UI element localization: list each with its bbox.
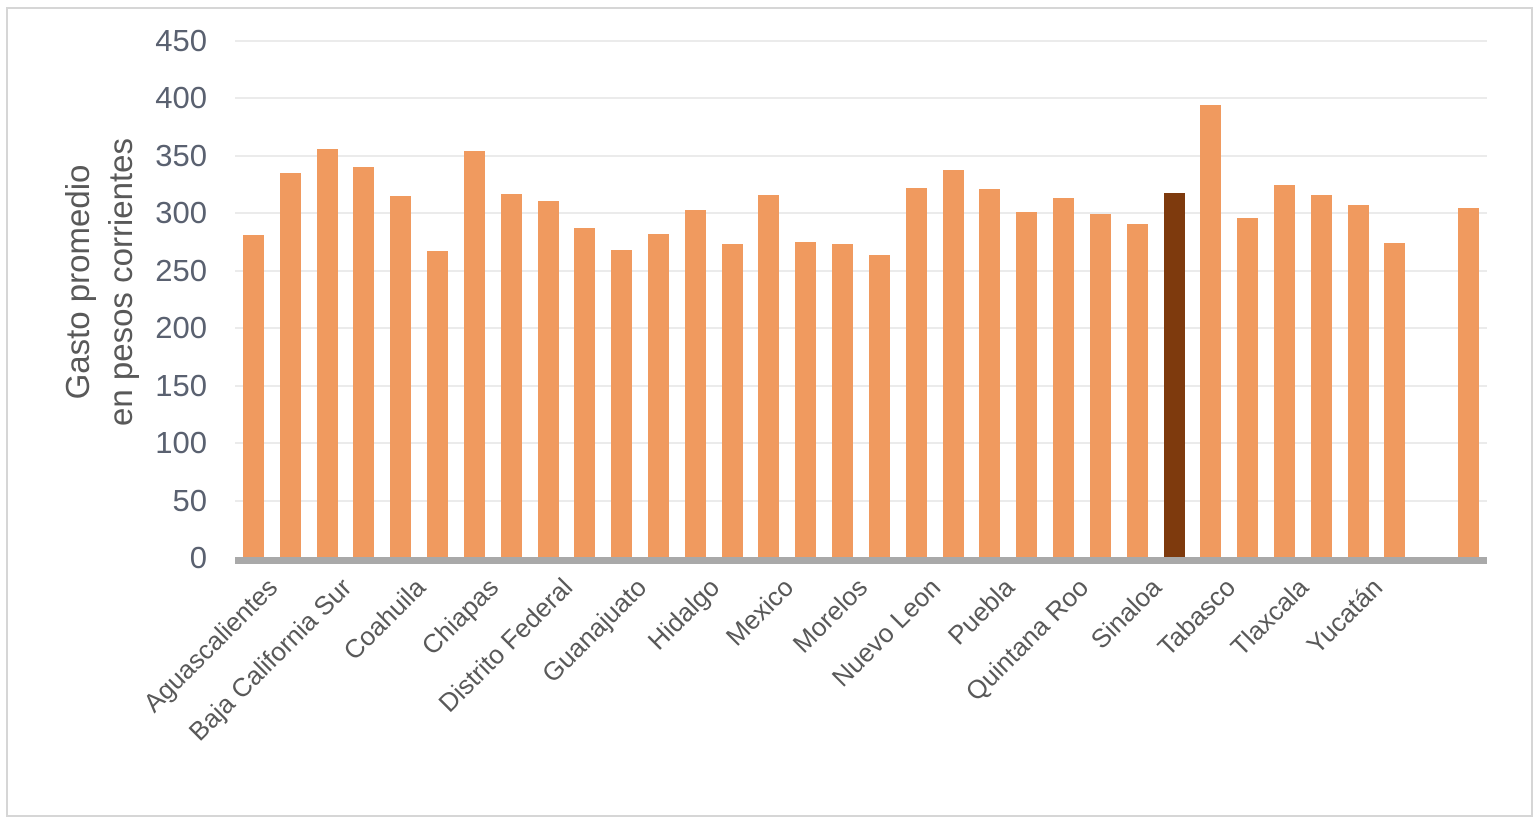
bar-slot-34 (1458, 207, 1480, 558)
gridline-y-200 (235, 327, 1487, 330)
bar-tabasco (1200, 105, 1222, 558)
y-tick-label-450: 450 (155, 23, 207, 58)
bar-chiapas (463, 151, 485, 558)
gridline-y-150 (235, 384, 1487, 387)
bar-coahuila (390, 196, 412, 558)
bar-slot-12 (647, 234, 669, 558)
bar-slot-20 (942, 169, 964, 558)
y-tick-label-250: 250 (155, 252, 207, 288)
bar-slot-6 (427, 251, 449, 558)
bar-quintana-roo (1053, 198, 1075, 558)
gridline-y-450 (235, 40, 1487, 42)
bar-slot-4 (353, 167, 375, 558)
bar-morelos (832, 244, 854, 558)
bar-slot-8 (500, 193, 522, 558)
plot-area (235, 40, 1487, 558)
gridline-y-50 (235, 499, 1487, 502)
bar-slot-28 (1237, 217, 1259, 558)
y-axis-title-line1: Gasto promedio (59, 164, 97, 400)
bar-distrito-federal (537, 200, 559, 558)
bar-sinaloa (1126, 223, 1148, 558)
y-tick-label-100: 100 (155, 425, 207, 461)
bar-slot-10 (574, 228, 596, 558)
bar-mexico (758, 194, 780, 558)
bar-slot-14 (721, 244, 743, 558)
x-axis-line (235, 557, 1487, 564)
gridline-y-250 (235, 269, 1487, 272)
y-tick-label-50: 50 (172, 482, 207, 518)
bar-slot-26 (1163, 192, 1185, 558)
bar-baja-california-sur (316, 149, 338, 558)
bar-hidalgo (684, 209, 706, 558)
gridline-y-400 (235, 97, 1487, 100)
gridline-y-100 (235, 442, 1487, 445)
bar-slot-2 (279, 173, 301, 558)
bar-yucatan (1347, 205, 1369, 558)
bar-slot-18 (868, 254, 890, 558)
bar-slot-22 (1016, 212, 1038, 558)
y-tick-label-150: 150 (155, 367, 207, 403)
y-tick-label-400: 400 (155, 80, 207, 116)
y-tick-label-300: 300 (155, 195, 207, 231)
gridline-y-350 (235, 154, 1487, 157)
y-tick-label-0: 0 (189, 540, 207, 575)
bar-tlaxcala (1273, 184, 1295, 558)
bar-aguascalientes (242, 235, 264, 558)
gridline-y-300 (235, 212, 1487, 215)
bar-slot-30 (1310, 194, 1332, 558)
y-tick-label-200: 200 (155, 310, 207, 346)
bar-nuevo-leon (905, 188, 927, 558)
bar-guanajuato (611, 250, 633, 558)
bar-slot-16 (795, 242, 817, 558)
bar-slot-32 (1384, 243, 1406, 558)
bar-slot-24 (1089, 214, 1111, 558)
y-tick-label-350: 350 (155, 137, 207, 173)
bar-puebla (979, 189, 1001, 558)
